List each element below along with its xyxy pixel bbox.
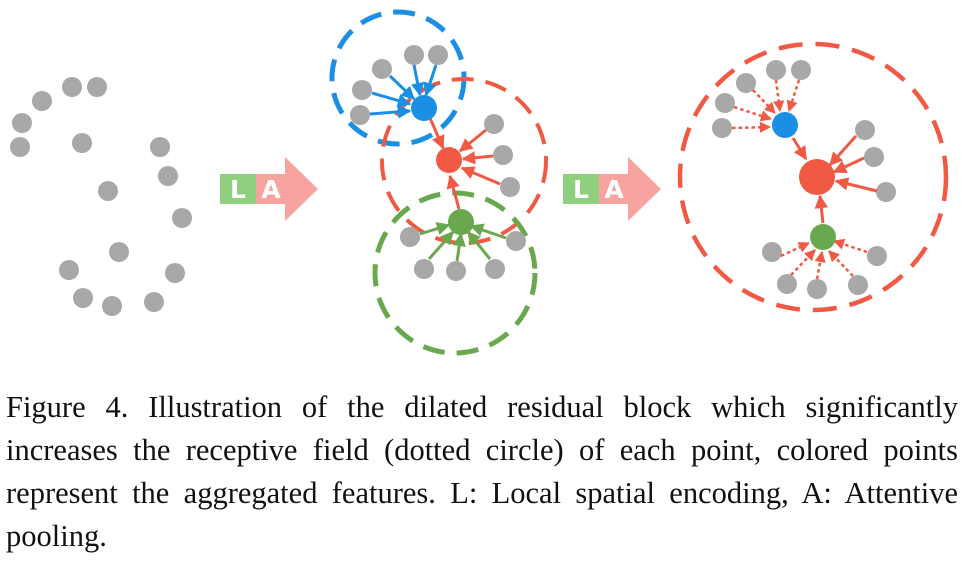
blue-receptive-field — [329, 9, 467, 147]
local-aggregation-panel — [329, 9, 548, 356]
la-block-1: L A — [220, 157, 318, 221]
la-block-1-l-label: L — [230, 175, 246, 204]
red-dilated-point — [799, 159, 835, 195]
la-block-2: L A — [563, 157, 661, 221]
green-aggregated-point — [448, 209, 474, 235]
dilated-receptive-field — [677, 41, 949, 313]
red-aggregated-point — [436, 147, 462, 173]
dilated-residual-diagram: L A — [10, 9, 949, 356]
la-block-2-a-label: A — [604, 175, 624, 204]
figure-caption: Figure 4. Illustration of the dilated re… — [6, 390, 958, 553]
green-dilated-point — [810, 224, 836, 250]
input-point-cloud — [10, 77, 192, 316]
blue-aggregated-point — [411, 95, 437, 121]
red-receptive-field — [380, 77, 548, 245]
blue-dilated-point — [772, 112, 798, 138]
la-block-1-a-label: A — [261, 175, 281, 204]
dilated-receptive-field-panel — [677, 41, 949, 313]
la-block-2-l-label: L — [573, 175, 589, 204]
